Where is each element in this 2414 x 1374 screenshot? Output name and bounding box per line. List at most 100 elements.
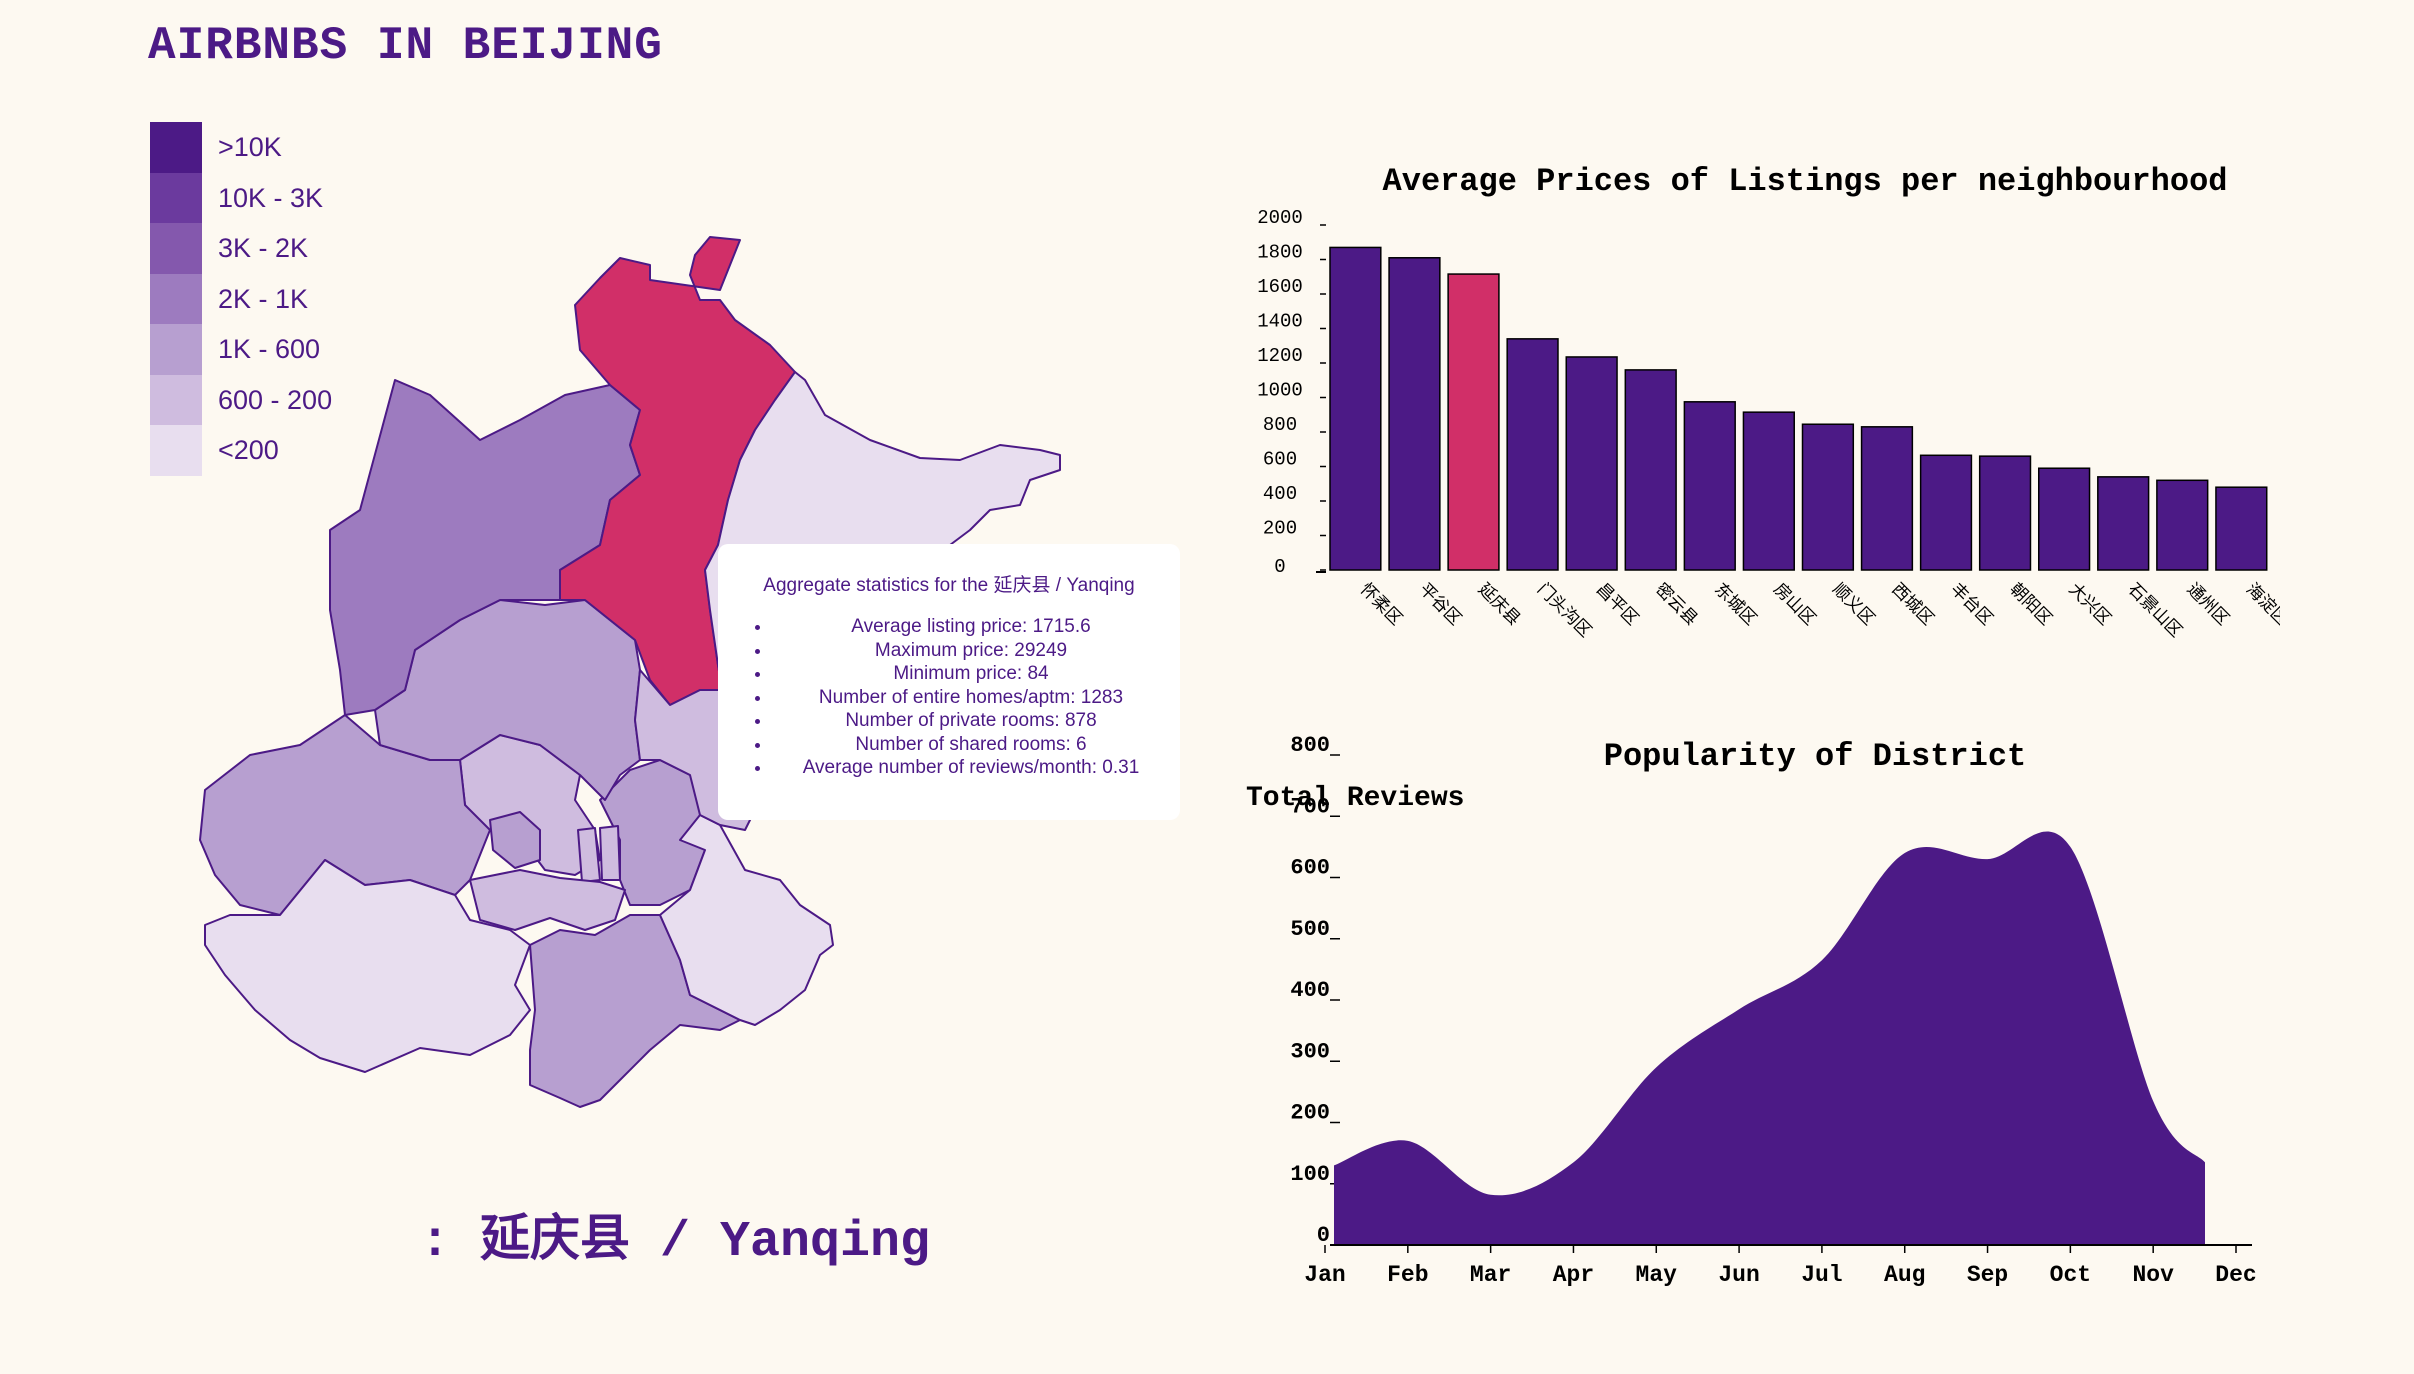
- beijing-district-map: [199, 236, 1061, 1108]
- bar-y-tick-label: 800: [1263, 414, 1297, 436]
- bar-y-tick-label: 200: [1263, 518, 1297, 540]
- area-x-tick-label: Sep: [1967, 1262, 2008, 1288]
- bar[interactable]: [2156, 479, 2209, 571]
- area-x-tick-label: Aug: [1884, 1262, 1925, 1288]
- bar-x-tick-label: 门头沟区: [1533, 579, 1595, 641]
- selected-district-label: : 延庆县 / Yanqing: [420, 1214, 931, 1271]
- area-y-tick-label: 200: [1290, 1101, 1330, 1126]
- tooltip-stat: Average listing price: 1715.6: [772, 615, 1170, 639]
- tooltip-stats-list: Average listing price: 1715.6 Maximum pr…: [728, 615, 1170, 780]
- bar-x-tick-label: 顺义区: [1828, 579, 1878, 629]
- district-dongcheng[interactable]: [599, 825, 621, 881]
- bar-x-tick-label: 朝阳区: [2006, 579, 2056, 629]
- tooltip-stat: Number of private rooms: 878: [772, 709, 1170, 733]
- bar[interactable]: [1978, 455, 2032, 571]
- area-x-tick-label: Jan: [1304, 1262, 1345, 1288]
- district-xicheng[interactable]: [577, 827, 601, 883]
- bar[interactable]: [1565, 356, 1618, 571]
- bar-x-tick-label: 房山区: [1769, 579, 1819, 629]
- bar-chart-bars: [1329, 246, 2268, 571]
- legend-swatch: [150, 273, 202, 325]
- area-y-tick-label: 800: [1290, 733, 1330, 758]
- district-fangshan[interactable]: [204, 859, 531, 1073]
- bar[interactable]: [1624, 369, 1677, 571]
- bar[interactable]: [1860, 426, 1914, 571]
- legend-label: >10K: [218, 132, 282, 162]
- bar-y-tick-label: 600: [1263, 449, 1297, 471]
- bar-x-tick-label: 东城区: [1710, 579, 1760, 629]
- bar[interactable]: [2038, 467, 2091, 571]
- area-x-tick-label: May: [1636, 1262, 1678, 1288]
- bar[interactable]: [1329, 246, 1382, 571]
- legend-label: 1K - 600: [218, 334, 321, 364]
- area-series[interactable]: [1334, 831, 2205, 1245]
- tooltip-stat: Number of entire homes/aptm: 1283: [772, 686, 1170, 710]
- area-x-tick-label: Jun: [1718, 1262, 1759, 1288]
- bar-y-tick-label: 1200: [1257, 345, 1303, 367]
- bar-x-tick-label: 丰台区: [1946, 579, 1996, 629]
- area-chart-y-label: Total Reviews: [1246, 783, 1464, 814]
- bar-x-tick-label: 怀柔区: [1356, 579, 1406, 629]
- legend-label: 600 - 200: [218, 384, 333, 415]
- page-title: AIRBNBS IN BEIJING: [148, 20, 663, 72]
- tooltip-stat: Minimum price: 84: [772, 662, 1170, 686]
- area-x-tick-label: Nov: [2132, 1262, 2174, 1288]
- bar-y-tick-label: 2000: [1257, 207, 1303, 229]
- bar[interactable]: [1388, 257, 1441, 571]
- area-x-tick-label: Jul: [1801, 1262, 1842, 1288]
- bar-x-tick-label: 大兴区: [2065, 579, 2115, 629]
- bar-y-tick-label: 1600: [1257, 276, 1303, 298]
- bar[interactable]: [1447, 273, 1500, 571]
- area-y-tick-label: 700: [1290, 794, 1330, 819]
- bar[interactable]: [2215, 486, 2268, 571]
- popularity-area-chart: Popularity of District Total Reviews 0 10…: [1246, 733, 2257, 1288]
- bar[interactable]: [1742, 411, 1795, 571]
- area-x-tick-label: Oct: [2050, 1262, 2091, 1288]
- bar-x-tick-label: 昌平区: [1592, 579, 1642, 629]
- legend-label: <200: [218, 435, 279, 465]
- legend-swatch: [150, 122, 202, 173]
- bar-y-tick-label: 1800: [1257, 242, 1303, 264]
- district-fengtai[interactable]: [469, 869, 626, 931]
- area-y-tick-label: 100: [1290, 1162, 1330, 1187]
- district-tongzhou[interactable]: [659, 814, 834, 1026]
- tooltip-stat: Maximum price: 29249: [772, 639, 1170, 663]
- area-x-tick-label: Feb: [1387, 1262, 1428, 1288]
- average-price-bar-chart: Average Prices of Listings per neighbour…: [1257, 163, 2280, 642]
- legend-swatch: [150, 172, 202, 224]
- legend-label: 3K - 2K: [218, 233, 309, 263]
- district-daxing[interactable]: [529, 914, 741, 1108]
- area-chart-series: [1334, 831, 2205, 1245]
- area-y-tick-label: 0: [1317, 1223, 1330, 1248]
- legend-swatch: [150, 374, 202, 426]
- bar[interactable]: [1919, 454, 1973, 571]
- area-chart-title: Popularity of District: [1604, 738, 2026, 775]
- bar[interactable]: [1506, 338, 1559, 571]
- bar-x-tick-label: 海淀区: [2242, 579, 2280, 629]
- area-chart-y-axis: 0 100 200 300 400 500 600 700 800: [1290, 733, 1340, 1248]
- bar-x-tick-label: 西城区: [1887, 579, 1937, 629]
- bar-x-tick-label: 延庆县: [1474, 579, 1524, 629]
- bar[interactable]: [2097, 476, 2150, 571]
- area-y-tick-label: 500: [1290, 917, 1330, 942]
- legend-swatch: [150, 425, 202, 476]
- legend-label: 2K - 1K: [218, 283, 309, 314]
- bar[interactable]: [1801, 423, 1855, 571]
- area-y-tick-label: 300: [1290, 1039, 1330, 1064]
- area-x-tick-label: Mar: [1470, 1262, 1511, 1288]
- bar[interactable]: [1683, 401, 1736, 571]
- area-y-tick-label: 600: [1290, 856, 1330, 881]
- bar-x-tick-label: 通州区: [2183, 579, 2233, 629]
- legend-swatch: [150, 324, 202, 375]
- bar-x-tick-label: 石景山区: [2124, 579, 2186, 641]
- bar-y-tick-label: 400: [1263, 483, 1297, 505]
- area-y-tick-label: 400: [1290, 978, 1330, 1003]
- district-shijingshan[interactable]: [489, 811, 541, 869]
- bar-chart-title: Average Prices of Listings per neighbour…: [1383, 163, 2228, 200]
- bar-y-tick-label: 1400: [1257, 311, 1303, 333]
- area-chart-x-axis: Jan Feb Mar Apr May Jun Jul Aug Sep Oct Nov Dec: [1304, 1244, 2257, 1288]
- bar-chart-y-axis: 0 200 400 600 800 1000 1200 1400 1600 1800 2000: [1257, 207, 1326, 578]
- bar-y-tick-label: 1000: [1257, 380, 1303, 402]
- bar-x-tick-label: 平谷区: [1415, 579, 1465, 629]
